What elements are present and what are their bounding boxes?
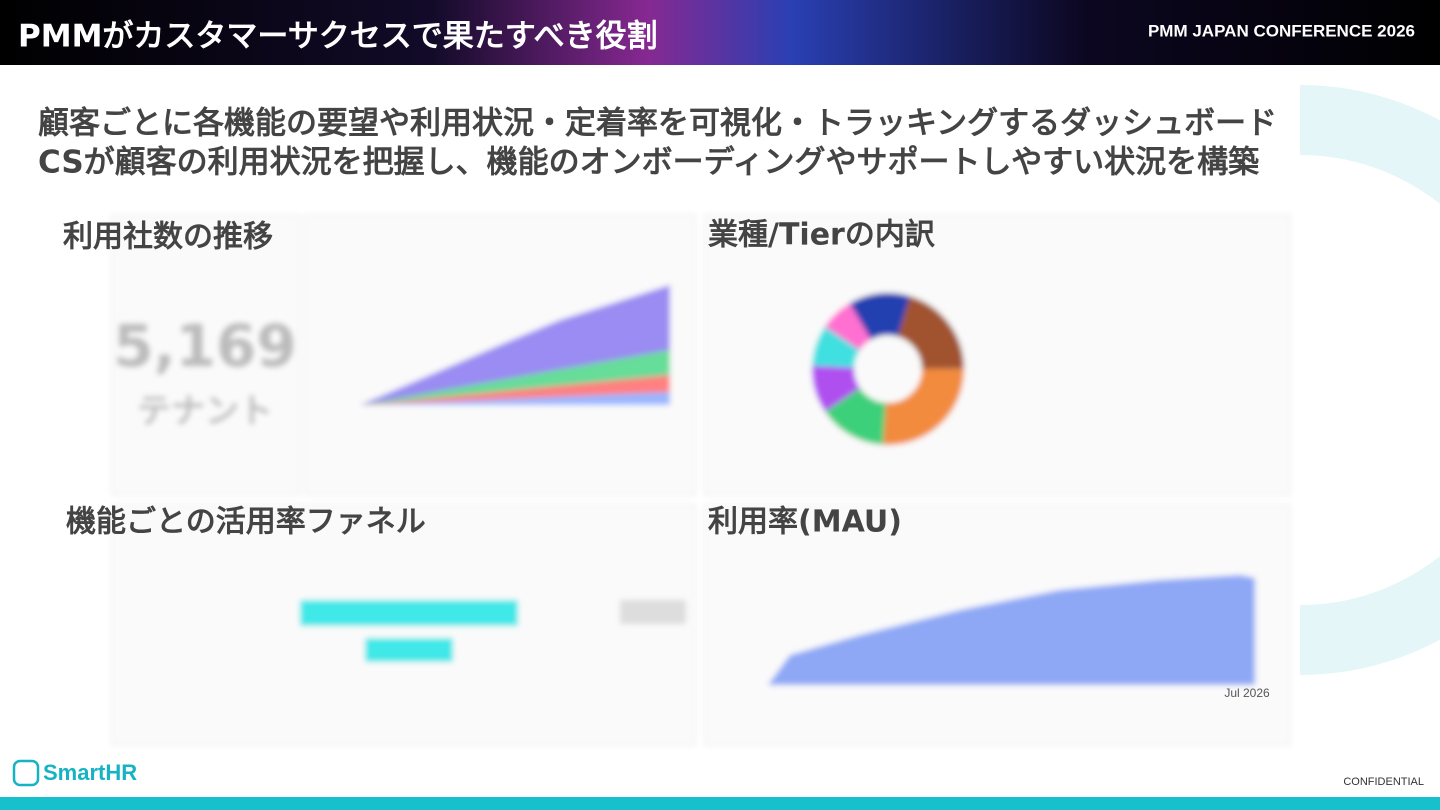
logo-text: SmartHR <box>43 760 137 785</box>
conference-name: PMM JAPAN CONFERENCE 2026 <box>1148 21 1415 40</box>
section-label: 利用率(MAU) <box>708 505 902 540</box>
logo-icon <box>12 759 40 787</box>
axis-label: Jul 2026 <box>1224 686 1270 700</box>
tenant-unit: テナント <box>137 392 273 432</box>
header-swirl <box>0 0 1440 65</box>
section-label: 利用社数の推移 <box>63 220 273 255</box>
section-label: 業種/Tierの内訳 <box>708 218 936 253</box>
lead-line: 顧客ごとに各機能の要望や利用状況・定着率を可視化・トラッキングするダッシュボード <box>38 106 1277 142</box>
tenant-count: 5,169 <box>113 312 296 380</box>
slide-title: PMMがカスタマーサクセスで果たすべき役割 <box>18 19 658 55</box>
footer-bar <box>0 797 1440 810</box>
lead-line: CSが顧客の利用状況を把握し、機能のオンボーディングやサポートしやすい状況を構築 <box>38 145 1260 181</box>
dashboard-image <box>111 214 1291 746</box>
section-label: 機能ごとの活用率ファネル <box>66 505 426 540</box>
bg-arc <box>1299 85 1440 675</box>
confidential: CONFIDENTIAL <box>1343 776 1424 788</box>
